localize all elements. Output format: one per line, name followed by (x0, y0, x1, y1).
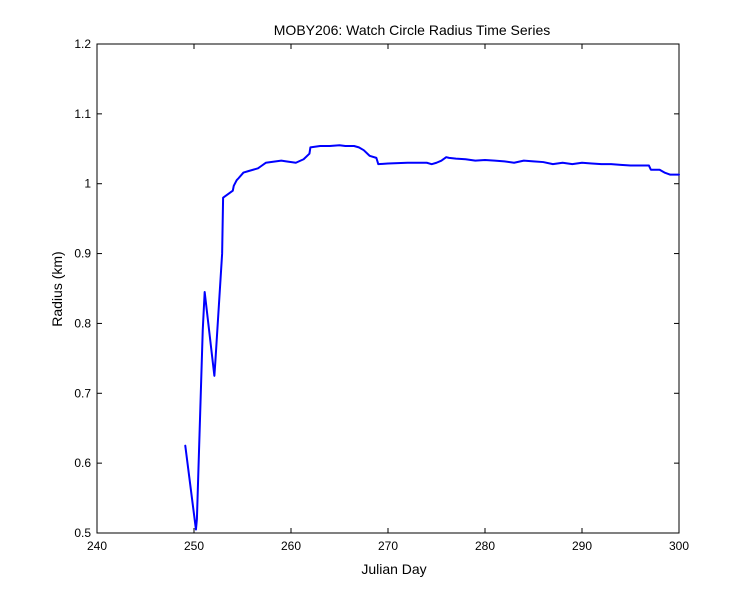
x-tick-label: 250 (184, 539, 204, 553)
x-tick-label: 260 (281, 539, 301, 553)
y-tick-label: 1.2 (74, 37, 91, 51)
y-tick-label: 1 (84, 177, 91, 191)
y-tick-label: 0.8 (74, 316, 91, 330)
x-tick-label: 300 (669, 539, 689, 553)
x-tick-label: 290 (572, 539, 592, 553)
x-tick-label: 280 (475, 539, 495, 553)
chart-title: MOBY206: Watch Circle Radius Time Series (274, 22, 550, 38)
y-tick-label: 0.6 (74, 456, 91, 470)
plot-area: 240 250 260 270 280 290 300 0.5 0.6 0.7 0.8 0.9 1 1.1… (74, 37, 689, 553)
y-tick-label: 0.7 (74, 386, 91, 400)
y-tick-label: 0.5 (74, 526, 91, 540)
y-axis-title: Radius (km) (49, 251, 65, 326)
x-tick-label: 270 (378, 539, 398, 553)
y-tick-label: 1.1 (74, 107, 91, 121)
radius-series-line (184, 144, 680, 531)
x-tick-label: 240 (87, 539, 107, 553)
y-tick-label: 0.9 (74, 247, 91, 261)
x-axis-title: Julian Day (361, 561, 426, 577)
